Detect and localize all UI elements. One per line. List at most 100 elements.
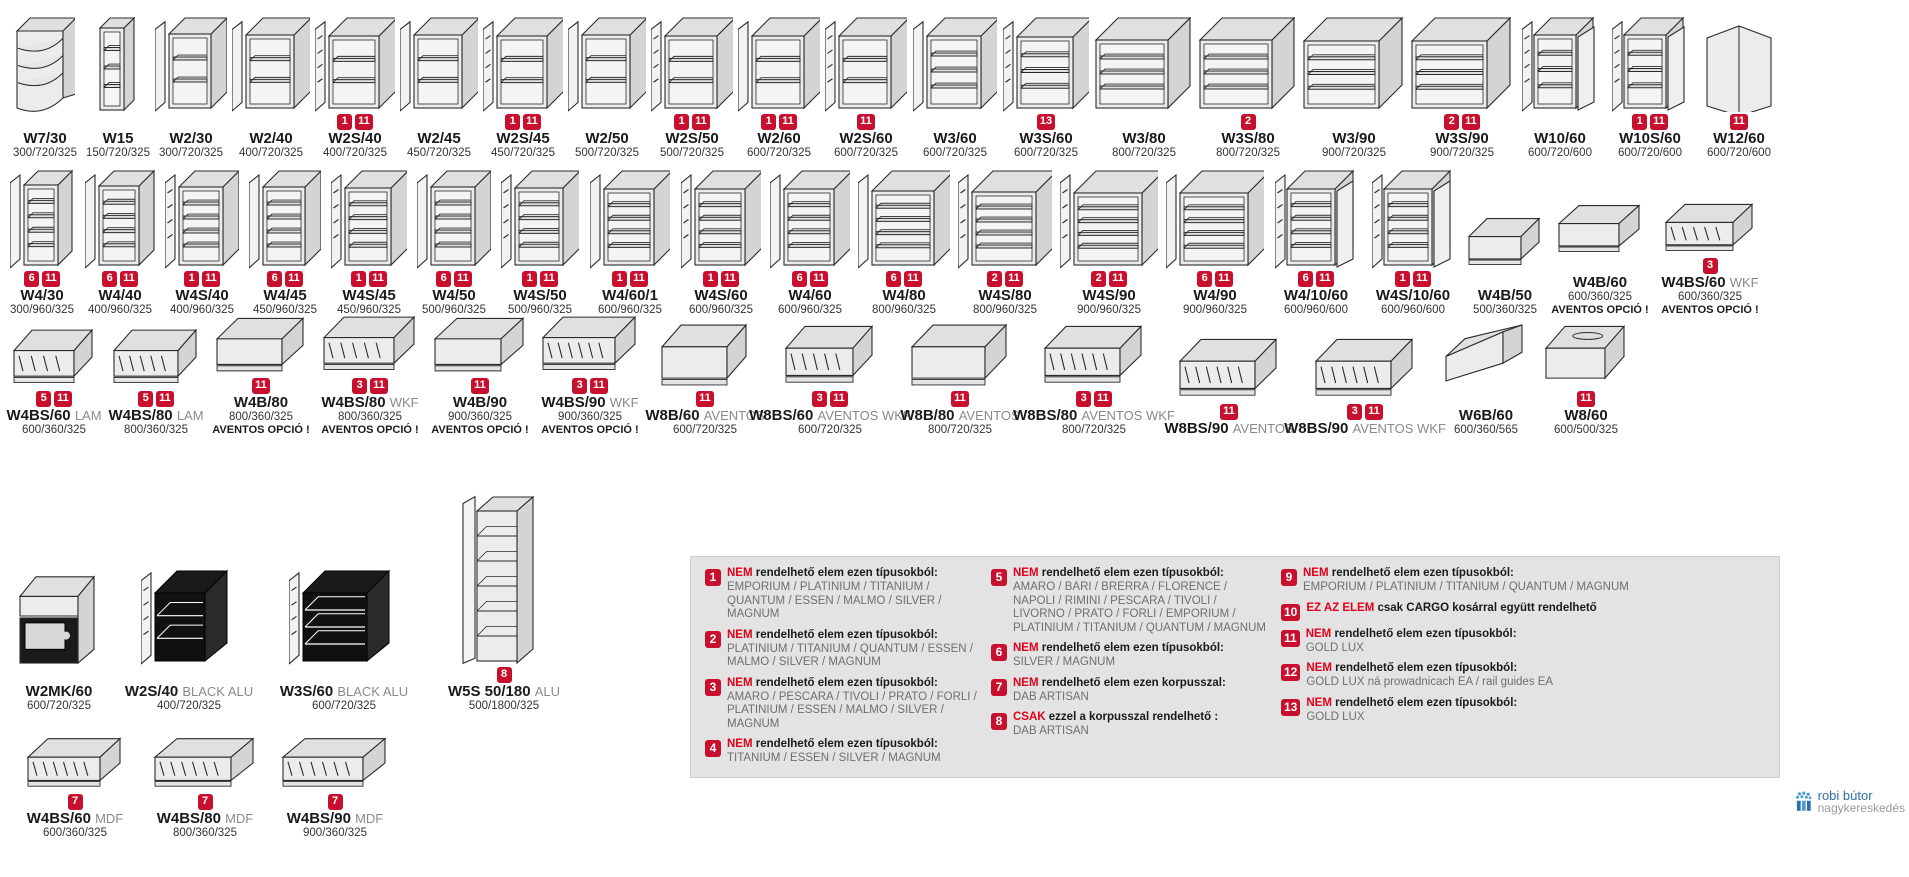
cabinet-code-suffix: AVENTOS	[703, 408, 765, 423]
cabinet-item[interactable]: 1 11 W4S/50 500/960/325	[496, 165, 584, 317]
cabinet-code: W4/45	[263, 287, 307, 304]
cabinet-item[interactable]: W3S/60 BLACK ALU 600/720/325	[264, 555, 424, 713]
cabinet-item[interactable]: 1 11 W4S/10/60 600/960/600	[1364, 165, 1462, 317]
cabinet-item[interactable]: 5 11 W4BS/80 LAM 800/360/325	[104, 313, 208, 437]
cabinet-item[interactable]: 3 11 W8BS/60 AVENTOS WKF 600/720/325	[749, 313, 911, 437]
cabinet-code: W4S/50	[513, 287, 567, 304]
cabinet-item[interactable]: 11 W2S/60 600/720/325	[822, 8, 910, 160]
cabinet-illustration-microwave-icon	[16, 555, 102, 665]
cabinet-code: W8BS/80	[1013, 407, 1078, 424]
legend-headline-keyword: NEM	[1013, 567, 1039, 579]
cabinet-item[interactable]: 1 11 W2S/40 400/720/325	[312, 8, 398, 160]
cabinet-item[interactable]: 1 11 W4S/40 400/960/325	[160, 165, 244, 317]
cabinet-item[interactable]: W2MK/60 600/720/325	[4, 555, 114, 713]
cabinet-item[interactable]: 11 W12/60 600/720/600	[1696, 8, 1782, 160]
cabinet-item[interactable]: 6 11 W4/60 600/960/325	[766, 165, 854, 317]
cabinet-item[interactable]: W2/30 300/720/325	[152, 8, 230, 160]
cabinet-item[interactable]: 1 11 W10S/60 600/720/600	[1604, 8, 1696, 160]
cabinet-code-label: W4BS/90 WKF	[541, 395, 638, 411]
cabinet-illustration-flap-glass-icon	[151, 730, 259, 792]
cabinet-illustration-box-3sh-wide-icon	[1094, 8, 1194, 112]
legend-headline-keyword: NEM	[1306, 696, 1332, 709]
cabinet-dimensions: 400/960/325	[170, 304, 234, 316]
cabinet-item[interactable]: 3 11 W4BS/90 WKF 900/360/325 AVENTOS OPCIÓ !	[534, 300, 646, 437]
cabinet-item[interactable]: W4B/60 600/360/325 AVENTOS OPCIÓ !	[1548, 152, 1652, 317]
cabinet-item[interactable]: 6 11 W4/90 900/960/325	[1162, 165, 1268, 317]
cabinet-code-label: W4/10/60	[1284, 288, 1348, 304]
cabinet-dimensions: 900/960/325	[1183, 304, 1247, 316]
cabinet-code: W2S/40	[328, 130, 382, 147]
cabinet-item[interactable]: 6 11 W4/40 400/960/325	[80, 165, 160, 317]
restriction-badge: 6	[886, 270, 902, 287]
cabinet-item[interactable]: 11 W8B/80 AVENTOS 800/720/325	[896, 313, 1024, 437]
cabinet-item[interactable]: 2 11 W3S/90 900/720/325	[1408, 8, 1516, 160]
cabinet-item[interactable]: W7/30 300/720/325	[6, 8, 84, 160]
restriction-badge: 11	[540, 270, 558, 287]
legend-headline-keyword: NEM	[1306, 662, 1332, 674]
cabinet-item[interactable]: 6 11 W4/45 450/960/325	[244, 165, 326, 317]
cabinet-item[interactable]: 2 W3S/80 800/720/325	[1196, 8, 1300, 160]
legend-body: EZ AZ ELEM csak CARGO kosárral együtt re…	[1306, 602, 1765, 615]
cabinet-code-label: W4B/90	[453, 395, 507, 411]
cabinet-code: W7/30	[23, 130, 67, 147]
cabinet-dimensions: 600/500/325	[1554, 424, 1618, 436]
restriction-badge: 11	[1365, 403, 1383, 420]
cabinet-item[interactable]: W6B/60 600/360/565	[1436, 313, 1536, 437]
cabinet-code: W3/80	[1122, 130, 1166, 147]
cabinet-dimensions: 600/720/325	[798, 424, 862, 436]
cabinet-item[interactable]: W2/45 450/720/325	[398, 8, 480, 160]
cabinet-item[interactable]: W15 150/720/325	[84, 8, 152, 160]
legend-body: NEM rendelhető elem ezen típusokból: PLAT…	[727, 629, 979, 670]
restriction-badges: 2 11	[1444, 113, 1480, 130]
cabinet-item[interactable]: 1 11 W2/60 600/720/325	[736, 8, 822, 160]
cabinet-item[interactable]: 11 W8B/60 AVENTOS 600/720/325	[645, 313, 765, 437]
cabinet-item[interactable]: 1 11 W4S/60 600/960/325	[676, 165, 766, 317]
cabinet-illustration-flap-glass-icon	[279, 730, 391, 792]
cabinet-item[interactable]: W3/80 800/720/325	[1092, 8, 1196, 160]
cabinet-item[interactable]: 7 W4BS/60 MDF 600/360/325	[10, 730, 140, 840]
cabinet-item[interactable]: 1 11 W2S/45 450/720/325	[480, 8, 566, 160]
cabinet-code-label: W3S/90	[1435, 131, 1488, 147]
cabinet-item[interactable]: 11 W8BS/90 AVENTOS	[1164, 326, 1294, 437]
cabinet-item[interactable]: W2/50 500/720/325	[566, 8, 648, 160]
cabinet-note: AVENTOS OPCIÓ !	[321, 424, 419, 436]
cabinet-dimensions: 500/1800/325	[468, 700, 540, 712]
cabinet-item[interactable]: 2 11 W4S/90 900/960/325	[1056, 165, 1162, 317]
cabinet-dimensions: 900/360/325	[303, 827, 367, 839]
cabinet-item[interactable]: 6 11 W4/50 500/960/325	[412, 165, 496, 317]
cabinet-item[interactable]: 13 W3S/60 600/720/325	[1000, 8, 1092, 160]
cabinet-item[interactable]: 8 W5S 50/180 ALU 500/1800/325	[424, 495, 584, 713]
cabinet-item[interactable]: 3 11 W4BS/80 WKF 800/360/325 AVENTOS OPCIÓ !	[314, 300, 426, 437]
restriction-badge: 1	[505, 113, 521, 130]
cabinet-item[interactable]: 11 W4B/90 900/360/325 AVENTOS OPCIÓ !	[426, 300, 534, 437]
cabinet-item[interactable]: 5 11 W4BS/60 LAM 600/360/325	[4, 313, 104, 437]
cabinet-item[interactable]: 11 W4B/80 800/360/325 AVENTOS OPCIÓ !	[208, 300, 314, 437]
legend-headline: NEM rendelhető elem ezen típusokból:	[727, 738, 979, 751]
legend-entry: 5 NEM rendelhető elem ezen típusokból: AMA…	[991, 567, 1269, 635]
cabinet-item[interactable]: 7 W4BS/90 MDF 900/360/325	[270, 730, 400, 840]
cabinet-item[interactable]: W4B/50 500/360/325	[1462, 165, 1548, 317]
cabinet-item[interactable]: 6 11 W4/80 800/960/325	[854, 165, 954, 317]
cabinet-item[interactable]: 1 11 W4S/45 450/960/325	[326, 165, 412, 317]
cabinet-item[interactable]: 3 11 W8BS/90 AVENTOS WKF	[1284, 326, 1446, 437]
cabinet-item[interactable]: 6 11 W4/10/60 600/960/600	[1268, 165, 1364, 317]
cabinet-item[interactable]: 2 11 W4S/80 800/960/325	[954, 165, 1056, 317]
cabinet-item[interactable]: W2/40 400/720/325	[230, 8, 312, 160]
cabinet-code-label: W4B/80	[234, 395, 288, 411]
cabinet-code-label: W3S/60	[1019, 131, 1072, 147]
cabinet-item[interactable]: 3 11 W8BS/80 AVENTOS WKF 800/720/325	[1013, 313, 1175, 437]
cabinet-item[interactable]: W3/60 600/720/325	[910, 8, 1000, 160]
cabinet-code-label: W8BS/90 AVENTOS WKF	[1284, 421, 1446, 437]
cabinet-code: W4/40	[98, 287, 142, 304]
cabinet-item[interactable]: W2S/40 BLACK ALU 400/720/325	[114, 555, 264, 713]
cabinet-item[interactable]: W3/90 900/720/325	[1300, 8, 1408, 160]
cabinet-item[interactable]: 3 W4BS/60 WKF 600/360/325 AVENTOS OPCIÓ !	[1652, 152, 1768, 317]
cabinet-item[interactable]: 7 W4BS/80 MDF 800/360/325	[140, 730, 270, 840]
cabinet-code-suffix: MDF	[225, 811, 254, 826]
cabinet-item[interactable]: W10/60 600/720/600	[1516, 8, 1604, 160]
cabinet-item[interactable]: 6 11 W4/30 300/960/325	[4, 165, 80, 317]
cabinet-item[interactable]: 1 11 W4/60/1 600/960/325	[584, 165, 676, 317]
cabinet-item[interactable]: 1 11 W2S/50 500/720/325	[648, 8, 736, 160]
cabinet-item[interactable]: 11 W8/60 600/500/325	[1536, 313, 1636, 437]
cabinet-illustration-door-glass-4sh-icon	[681, 165, 761, 269]
